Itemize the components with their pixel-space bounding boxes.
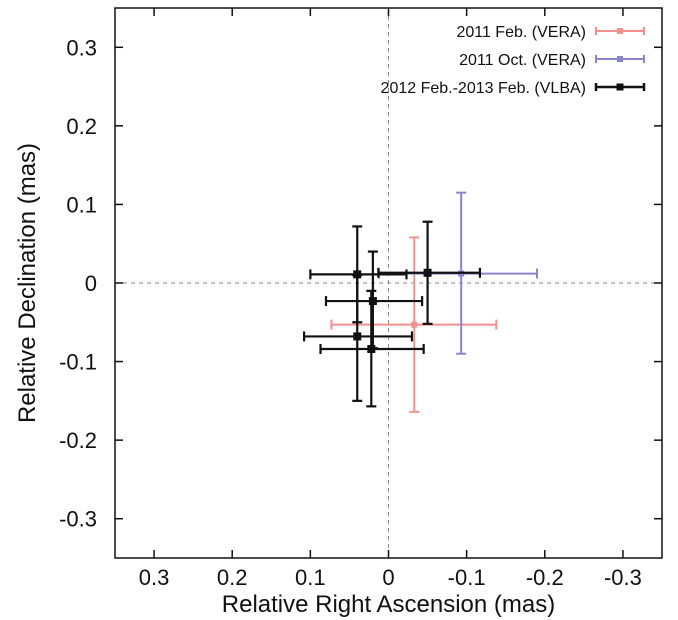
y-tick-label: 0.2 bbox=[66, 114, 97, 139]
legend-label: 2012 Feb.-2013 Feb. (VLBA) bbox=[381, 80, 586, 97]
y-tick-label: 0 bbox=[85, 271, 97, 296]
series-0 bbox=[330, 236, 498, 413]
legend: 2011 Feb. (VERA) 2011 Oct. (VERA) 2012 Feb… bbox=[381, 24, 646, 97]
data-point-marker bbox=[411, 321, 418, 328]
data-point-marker bbox=[423, 268, 432, 277]
plot-frame bbox=[114, 7, 663, 559]
data-point-marker bbox=[367, 345, 376, 353]
x-tick-label: -0.3 bbox=[604, 565, 642, 590]
y-tick-label: -0.2 bbox=[59, 428, 97, 453]
legend-marker bbox=[616, 83, 624, 91]
y-tick-label: -0.3 bbox=[59, 507, 97, 532]
legend-label: 2011 Oct. (VERA) bbox=[459, 52, 586, 69]
x-tick-label: 0.3 bbox=[139, 565, 170, 590]
y-tick-label: 0.1 bbox=[66, 192, 97, 217]
x-tick-label: -0.1 bbox=[448, 565, 486, 590]
y-tick-label: 0.3 bbox=[66, 35, 97, 60]
data-point-marker bbox=[368, 297, 377, 306]
legend-marker bbox=[617, 56, 623, 62]
x-axis-title: Relative Right Ascension (mas) bbox=[222, 591, 555, 618]
x-tick-label: 0.2 bbox=[217, 565, 248, 590]
x-tick-label: 0 bbox=[382, 565, 394, 590]
x-tick-label: -0.2 bbox=[526, 565, 564, 590]
legend-label: 2011 Feb. (VERA) bbox=[456, 24, 586, 41]
y-axis-title: Relative Declination (mas) bbox=[14, 143, 41, 423]
x-tick-label: 0.1 bbox=[295, 565, 326, 590]
axis-ticks: 0.3 0.2 0.1 0 -0.1 -0.2 -0.3 0.3 0.2 0.1 0 -0.1 -0.2… bbox=[59, 8, 662, 590]
data-point-marker bbox=[353, 332, 362, 341]
legend-marker bbox=[617, 28, 623, 34]
series-2 bbox=[303, 220, 482, 408]
data-series bbox=[303, 191, 538, 413]
reference-lines bbox=[115, 8, 662, 558]
y-tick-label: -0.1 bbox=[59, 350, 97, 375]
